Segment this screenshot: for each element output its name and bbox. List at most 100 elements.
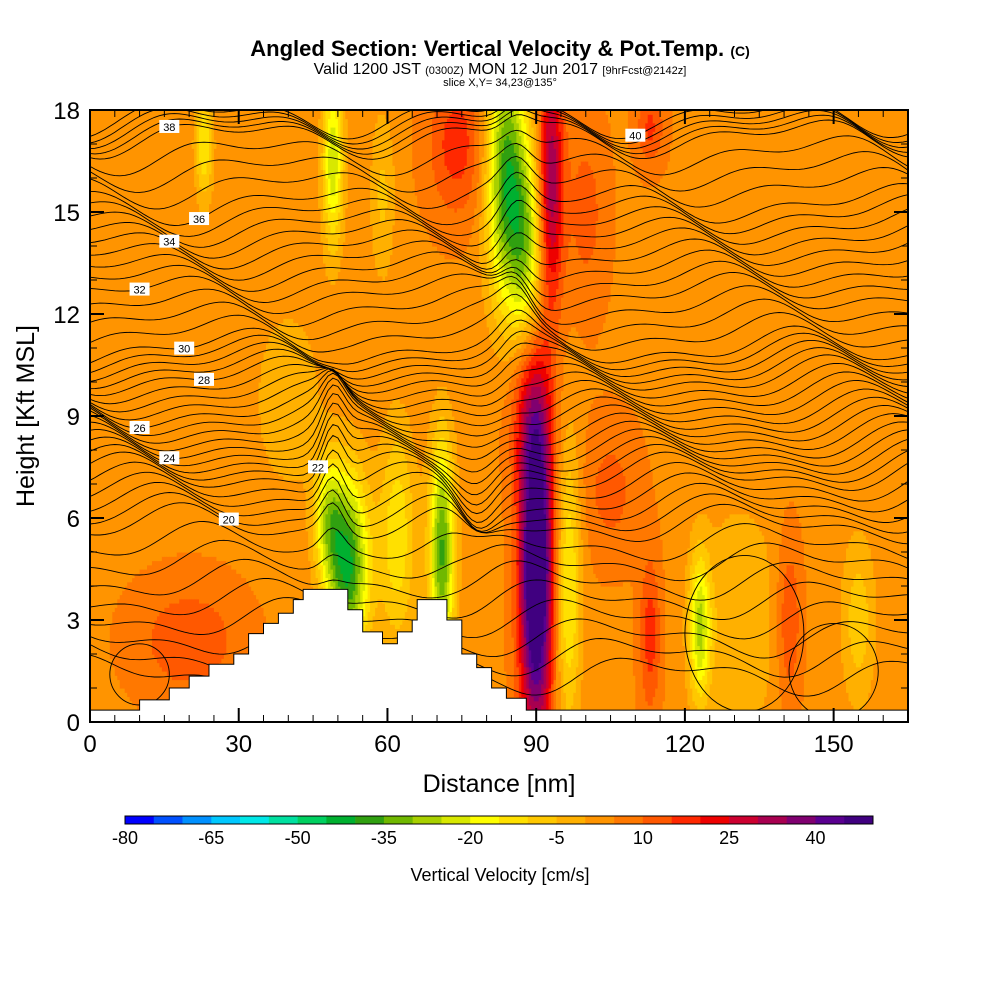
w-cell (558, 671, 562, 722)
w-cell (551, 454, 555, 625)
w-cell (441, 139, 446, 149)
w-cell (362, 492, 366, 515)
w-cell (692, 594, 696, 659)
w-cell (236, 110, 240, 574)
w-cell (335, 458, 339, 468)
w-cell (461, 114, 465, 175)
w-cell (323, 564, 327, 583)
w-cell (377, 275, 381, 443)
w-cell (645, 131, 649, 158)
w-cell (476, 110, 480, 183)
w-cell (692, 110, 696, 523)
w-cell (518, 254, 522, 277)
w-cell (342, 518, 346, 536)
w-cell (365, 479, 369, 506)
w-cell (513, 178, 517, 234)
w-cell (558, 318, 562, 455)
w-cell (613, 526, 617, 587)
w-cell (119, 110, 123, 596)
slice-info: slice X,Y= 34,23@135° (443, 77, 557, 89)
w-cell (375, 450, 379, 506)
w-cell (479, 216, 483, 268)
w-cell (340, 484, 344, 494)
w-cell (786, 505, 790, 566)
w-cell (181, 598, 185, 681)
theta-isentrope (90, 155, 908, 210)
w-cell (491, 199, 495, 247)
w-cell (318, 110, 322, 120)
w-cell (375, 110, 379, 124)
w-cell (543, 433, 547, 468)
w-cell (350, 110, 354, 421)
w-cell (526, 688, 530, 715)
w-cell (288, 479, 292, 722)
w-cell (697, 513, 701, 540)
w-cell (499, 139, 503, 230)
w-cell (459, 513, 463, 591)
w-cell (694, 581, 698, 600)
w-cell (528, 110, 532, 137)
w-cell (853, 110, 857, 532)
w-cell (647, 110, 651, 115)
w-cell (387, 267, 391, 409)
contour-label: 28 (194, 372, 215, 387)
w-cell (536, 280, 540, 307)
w-cell (600, 110, 604, 332)
theta-isentrope (90, 463, 908, 529)
w-cell (593, 348, 597, 400)
w-cell (776, 658, 780, 722)
w-cell (246, 110, 250, 583)
colorbar-tick-label: 10 (633, 828, 653, 848)
w-cell (600, 586, 604, 722)
w-cell (521, 169, 525, 196)
w-cell (327, 441, 332, 460)
w-cell (516, 560, 520, 566)
w-cell (791, 675, 795, 722)
w-cell (337, 237, 341, 273)
colorbar-tick-label: -65 (198, 828, 224, 848)
w-cell (729, 513, 733, 722)
w-cell (186, 552, 190, 600)
w-cell (201, 114, 205, 175)
colorbar-swatch (470, 816, 500, 824)
w-cell (323, 110, 327, 154)
w-cell (204, 114, 208, 175)
w-cell (784, 110, 788, 511)
w-cell (528, 382, 532, 396)
w-cell (399, 484, 403, 587)
w-cell (491, 309, 495, 349)
w-cell (342, 416, 346, 447)
w-cell (246, 581, 250, 702)
w-cell (402, 110, 406, 404)
w-cell (320, 484, 324, 502)
w-cell (764, 696, 768, 722)
w-cell (308, 343, 312, 562)
w-cell (531, 365, 535, 379)
w-cell (258, 382, 262, 417)
w-cell (553, 114, 557, 149)
w-cell (855, 573, 860, 668)
w-cell (551, 135, 555, 217)
w-cell (660, 178, 664, 540)
w-cell (595, 110, 599, 205)
w-cell (191, 552, 195, 600)
w-cell (397, 590, 401, 630)
w-cell (781, 110, 785, 523)
x-tick-label: 120 (665, 731, 705, 758)
w-cell (521, 131, 525, 149)
w-cell (204, 173, 208, 192)
w-cell (432, 467, 436, 494)
w-cell (702, 628, 706, 659)
w-cell (441, 386, 446, 417)
w-cell (642, 152, 646, 188)
w-cell (330, 552, 334, 570)
w-cell (330, 479, 334, 489)
w-cell (117, 679, 121, 722)
w-cell (536, 169, 540, 209)
w-cell (404, 518, 408, 553)
w-cell (645, 110, 649, 124)
colorbar-tick-label: -35 (371, 828, 397, 848)
w-cell (199, 110, 203, 128)
w-cell (702, 513, 706, 545)
